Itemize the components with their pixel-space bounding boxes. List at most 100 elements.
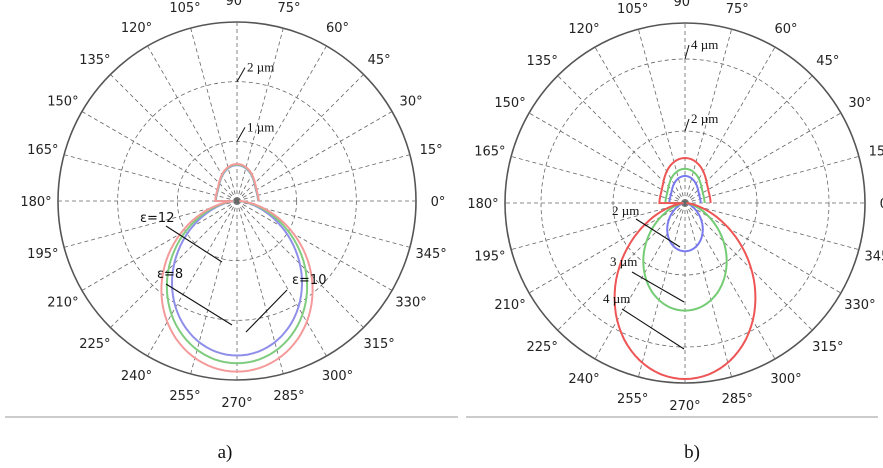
angle-grid-line (638, 202, 686, 377)
angle-tick-label: 240° (121, 369, 152, 384)
angle-grid-line (528, 112, 686, 204)
annotation-label: ε=8 (157, 267, 183, 282)
radial-label-leader (684, 118, 690, 132)
angle-tick-label: 225° (79, 337, 110, 352)
angle-tick-label: 330° (844, 298, 875, 313)
angle-tick-label: 105° (617, 2, 648, 17)
angle-tick-label: 75° (277, 1, 300, 16)
angle-grid-line (236, 200, 327, 357)
angle-tick-label: 180° (467, 197, 498, 212)
angle-grid-line (684, 29, 732, 204)
annotation-leader (635, 218, 681, 248)
annotation-label: ε=12 (140, 211, 174, 226)
annotation-leader (631, 271, 685, 303)
radial-tick-label: 2 µm (691, 111, 718, 126)
angle-grid-line (684, 75, 813, 204)
annotation-leader (165, 225, 223, 263)
annotation-label: 4 µm (603, 291, 630, 306)
angle-grid-line (236, 200, 284, 375)
angle-tick-label: 345° (415, 247, 446, 262)
angle-tick-label: 270° (669, 399, 700, 414)
angle-tick-label: 255° (617, 392, 648, 407)
angle-grid-line (684, 202, 776, 360)
radial-label-leader (236, 67, 246, 82)
series-line (613, 156, 757, 381)
angle-grid-line (236, 200, 393, 291)
angle-grid-line (190, 200, 238, 375)
angle-tick-label: 315° (363, 337, 394, 352)
angle-tick-label: 255° (169, 389, 200, 404)
angle-tick-label: 225° (527, 340, 558, 355)
angle-tick-label: 240° (568, 372, 599, 387)
angle-tick-label: 30° (400, 95, 423, 110)
angle-grid-line (147, 45, 238, 202)
annotation-leader (245, 289, 288, 333)
angle-tick-label: 90° (225, 0, 248, 9)
angle-tick-label: 195° (474, 249, 505, 264)
angle-tick-label: 45° (368, 53, 391, 68)
angle-tick-label: 180° (20, 195, 51, 210)
angle-grid-line (684, 46, 776, 204)
angle-grid-line (638, 29, 686, 204)
angle-grid-line (511, 156, 686, 204)
angle-tick-label: 195° (27, 247, 58, 262)
polar-chart-b: 0° 15° 30° 45° 60° 75° 90° 105° 120° 135° 150° 165°… (467, 0, 883, 414)
annotation-leader (165, 283, 233, 326)
annotation-leader (621, 308, 685, 350)
angle-grid-line (236, 111, 393, 202)
angle-grid-line (684, 202, 859, 250)
angle-grid-line (684, 156, 859, 204)
angle-grid-line (684, 112, 842, 204)
angle-tick-label: 135° (79, 53, 110, 68)
angle-grid-line (684, 202, 732, 377)
angle-grid-line (684, 202, 813, 331)
angle-grid-line (594, 202, 686, 360)
outer-circle (504, 22, 866, 384)
angle-tick-label: 0° (880, 197, 883, 212)
angle-tick-label: 345° (864, 249, 883, 264)
angle-tick-label: 120° (121, 21, 152, 36)
angle-tick-label: 60° (774, 22, 797, 37)
annotation-label: 3 µm (610, 254, 637, 269)
angle-tick-label: 315° (812, 340, 843, 355)
angle-tick-label: 120° (568, 22, 599, 37)
angle-tick-label: 285° (722, 392, 753, 407)
annotation-label: ε=10 (292, 273, 326, 288)
angle-grid-line (511, 202, 686, 250)
angle-tick-label: 105° (169, 1, 200, 16)
angle-grid-line (236, 154, 411, 202)
angle-tick-label: 30° (848, 96, 871, 111)
radial-tick-label: 4 µm (691, 37, 718, 52)
angle-tick-label: 285° (273, 389, 304, 404)
angle-tick-label: 0° (431, 195, 446, 210)
angle-grid-line (594, 46, 686, 204)
angle-tick-label: 135° (527, 54, 558, 69)
series-line (160, 162, 314, 373)
annotation-label: 2 µm (612, 203, 639, 218)
angle-tick-label: 210° (494, 298, 525, 313)
angle-grid-line (110, 74, 238, 202)
angle-grid-line (110, 200, 238, 328)
series-line (165, 163, 309, 365)
angle-tick-label: 75° (726, 2, 749, 17)
angle-tick-label: 330° (395, 296, 426, 311)
caption-a: a) (218, 442, 233, 463)
angle-tick-label: 300° (322, 369, 353, 384)
radial-tick-label: 1 µm (247, 119, 274, 134)
angle-grid-line (236, 27, 284, 202)
angle-grid-line (557, 202, 686, 331)
angle-tick-label: 150° (47, 95, 78, 110)
angle-grid-line (81, 200, 238, 291)
radial-tick-label: 2 µm (247, 60, 274, 75)
angle-tick-label: 210° (47, 296, 78, 311)
angle-grid-line (236, 200, 364, 328)
radial-label-leader (236, 127, 246, 142)
angle-grid-line (81, 111, 238, 202)
angle-tick-label: 150° (494, 96, 525, 111)
angle-grid-line (147, 200, 238, 357)
angle-grid-line (63, 154, 238, 202)
angle-tick-label: 60° (326, 21, 349, 36)
angle-tick-label: 165° (27, 143, 58, 158)
angle-tick-label: 270° (221, 396, 252, 411)
